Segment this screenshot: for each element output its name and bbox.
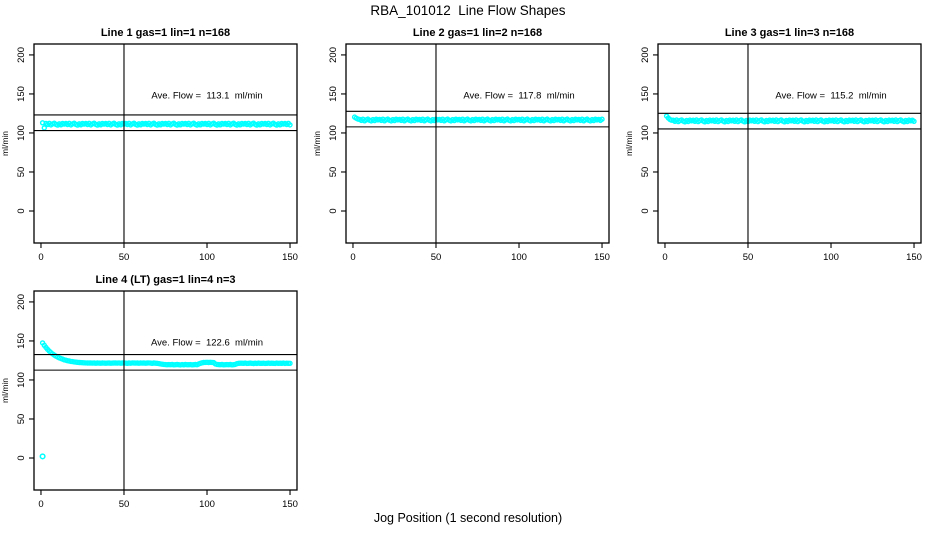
y-tick-label: 100 bbox=[16, 125, 27, 141]
panel-title: Line 3 gas=1 lin=3 n=168 bbox=[725, 27, 854, 39]
plot-box bbox=[33, 43, 298, 244]
x-tick-label: 50 bbox=[119, 252, 130, 263]
data-series bbox=[351, 114, 605, 124]
x-tick-label: 100 bbox=[199, 499, 215, 510]
y-tick-label: 150 bbox=[16, 333, 27, 349]
x-tick-label: 150 bbox=[282, 499, 298, 510]
data-series bbox=[663, 113, 917, 125]
panel-title: Line 1 gas=1 lin=1 n=168 bbox=[101, 27, 230, 39]
x-tick-label: 100 bbox=[511, 252, 527, 263]
data-point bbox=[41, 125, 47, 131]
x-tick-label: 0 bbox=[350, 252, 355, 263]
panel-title: Line 4 (LT) gas=1 lin=4 n=3 bbox=[95, 274, 235, 286]
x-axis-label: Jog Position (1 second resolution) bbox=[373, 511, 563, 525]
x-tick-label: 50 bbox=[119, 499, 130, 510]
panel-3: 0 50 100 150 0 50 100 150 200 ml/min Line 3 gas=1 … bbox=[624, 27, 922, 263]
data-point bbox=[599, 116, 605, 122]
y-tick-label: 0 bbox=[640, 208, 651, 213]
y-tick-label: 200 bbox=[16, 294, 27, 310]
panel-title: Line 2 gas=1 lin=2 n=168 bbox=[413, 27, 542, 39]
x-tick-label: 100 bbox=[199, 252, 215, 263]
x-tick-label: 50 bbox=[743, 252, 754, 263]
plot-box bbox=[657, 43, 922, 244]
x-tick-label: 0 bbox=[38, 252, 43, 263]
data-point bbox=[287, 122, 293, 128]
y-tick-label: 0 bbox=[16, 455, 27, 460]
y-tick-label: 0 bbox=[328, 208, 339, 213]
y-tick-label: 150 bbox=[16, 86, 27, 102]
y-tick-label: 0 bbox=[16, 208, 27, 213]
x-tick-label: 50 bbox=[431, 252, 442, 263]
y-axis-unit-label: ml/min bbox=[0, 131, 10, 156]
x-tick-label: 100 bbox=[823, 252, 839, 263]
figure-title: RBA_101012 Line Flow Shapes bbox=[370, 3, 566, 18]
ave-flow-label: Ave. Flow = 122.6 ml/min bbox=[151, 338, 263, 349]
y-tick-label: 200 bbox=[328, 47, 339, 63]
y-tick-label: 50 bbox=[328, 167, 339, 178]
y-axis-unit-label: ml/min bbox=[0, 378, 10, 403]
data-series bbox=[39, 120, 293, 131]
data-point bbox=[911, 118, 917, 125]
y-axis-unit-label: ml/min bbox=[624, 131, 634, 156]
ave-flow-label: Ave. Flow = 117.8 ml/min bbox=[463, 91, 574, 102]
ave-flow-label: Ave. Flow = 115.2 ml/min bbox=[775, 91, 886, 102]
y-tick-label: 100 bbox=[328, 125, 339, 141]
x-tick-label: 0 bbox=[662, 252, 667, 263]
data-series bbox=[39, 340, 293, 460]
plot-box bbox=[345, 43, 610, 244]
outlier-point bbox=[39, 453, 46, 460]
x-tick-label: 150 bbox=[906, 252, 922, 263]
y-tick-label: 150 bbox=[640, 86, 651, 102]
plot-box bbox=[33, 290, 298, 491]
y-tick-label: 200 bbox=[640, 47, 651, 63]
y-tick-label: 50 bbox=[16, 414, 27, 425]
x-tick-label: 0 bbox=[38, 499, 43, 510]
y-tick-label: 50 bbox=[640, 167, 651, 178]
y-tick-label: 200 bbox=[16, 47, 27, 63]
y-tick-label: 50 bbox=[16, 167, 27, 178]
panel-2: 0 50 100 150 0 50 100 150 200 ml/min Line 2 gas=1 … bbox=[312, 27, 610, 263]
y-tick-label: 150 bbox=[328, 86, 339, 102]
y-tick-label: 100 bbox=[16, 372, 27, 388]
panel-4: 0 50 100 150 0 50 100 150 200 ml/min Line 4 (LT) g… bbox=[0, 274, 298, 510]
x-tick-label: 150 bbox=[594, 252, 610, 263]
y-tick-label: 100 bbox=[640, 125, 651, 141]
panel-1: 0 50 100 150 0 50 100 150 200 ml/min Line 1 gas=1 … bbox=[0, 27, 298, 263]
y-axis-unit-label: ml/min bbox=[312, 131, 322, 156]
x-tick-label: 150 bbox=[282, 252, 298, 263]
ave-flow-label: Ave. Flow = 113.1 ml/min bbox=[151, 91, 262, 102]
data-point bbox=[287, 360, 293, 366]
